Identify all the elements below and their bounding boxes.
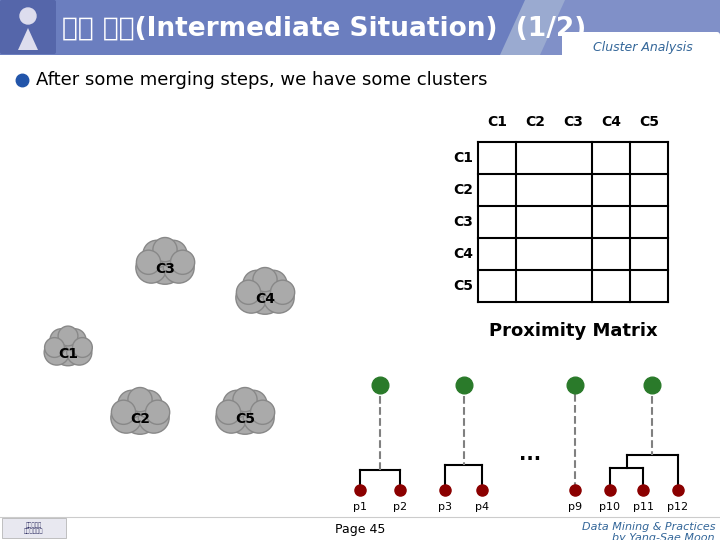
Circle shape [236, 282, 266, 313]
Circle shape [143, 240, 171, 268]
Circle shape [259, 270, 287, 298]
Circle shape [112, 400, 135, 424]
Circle shape [67, 340, 92, 365]
Text: Proximity Matrix: Proximity Matrix [489, 322, 657, 340]
FancyBboxPatch shape [0, 0, 535, 55]
Text: p10: p10 [600, 502, 621, 512]
Circle shape [58, 326, 78, 346]
Circle shape [136, 250, 161, 274]
Text: ...: ... [519, 446, 541, 464]
Circle shape [243, 402, 274, 433]
Circle shape [63, 329, 86, 351]
Text: Data Mining & Practices: Data Mining & Practices [582, 522, 715, 532]
Text: C4: C4 [601, 115, 621, 129]
Text: C5: C5 [639, 115, 659, 129]
Circle shape [45, 338, 64, 357]
Circle shape [111, 402, 142, 433]
Circle shape [264, 282, 294, 313]
Circle shape [236, 280, 261, 305]
Text: C5: C5 [235, 413, 255, 427]
Circle shape [253, 267, 277, 292]
Text: p3: p3 [438, 502, 452, 512]
Polygon shape [18, 28, 38, 50]
Text: C3: C3 [155, 262, 175, 276]
Text: C3: C3 [563, 115, 583, 129]
Circle shape [145, 400, 170, 424]
Circle shape [171, 250, 194, 274]
Text: p1: p1 [353, 502, 367, 512]
Text: by Yang-Sae Moon: by Yang-Sae Moon [613, 533, 715, 540]
Text: C1: C1 [487, 115, 507, 129]
Text: C4: C4 [453, 247, 473, 261]
Circle shape [145, 246, 184, 284]
Text: p12: p12 [667, 502, 688, 512]
FancyBboxPatch shape [2, 518, 66, 538]
Text: p4: p4 [475, 502, 489, 512]
Circle shape [128, 388, 152, 411]
Circle shape [246, 276, 284, 314]
Text: After some merging steps, we have some clusters: After some merging steps, we have some c… [36, 71, 487, 89]
FancyBboxPatch shape [562, 32, 720, 58]
Circle shape [243, 270, 271, 298]
Circle shape [20, 8, 36, 24]
Circle shape [153, 238, 177, 262]
Circle shape [216, 402, 247, 433]
Circle shape [118, 390, 145, 418]
Circle shape [135, 390, 162, 418]
Circle shape [163, 252, 194, 283]
Circle shape [136, 252, 166, 283]
Circle shape [233, 388, 257, 411]
FancyBboxPatch shape [0, 0, 56, 54]
Circle shape [217, 400, 240, 424]
Circle shape [240, 390, 267, 418]
Circle shape [121, 396, 159, 434]
Text: p2: p2 [393, 502, 407, 512]
Circle shape [53, 334, 84, 366]
Text: 강원대학교
컴퓨터과학과: 강원대학교 컴퓨터과학과 [24, 522, 44, 534]
FancyBboxPatch shape [0, 0, 720, 55]
Circle shape [50, 329, 73, 351]
Circle shape [251, 400, 275, 424]
Text: C1: C1 [58, 347, 78, 361]
Circle shape [226, 396, 264, 434]
Circle shape [73, 338, 92, 357]
Text: C2: C2 [130, 413, 150, 427]
Text: C2: C2 [453, 183, 473, 197]
Text: C5: C5 [453, 279, 473, 293]
Circle shape [138, 402, 169, 433]
Text: Page 45: Page 45 [335, 523, 385, 537]
Text: Cluster Analysis: Cluster Analysis [593, 42, 693, 55]
Circle shape [44, 340, 69, 365]
Text: p9: p9 [568, 502, 582, 512]
Text: C3: C3 [453, 215, 473, 229]
Text: C2: C2 [525, 115, 545, 129]
Text: C1: C1 [453, 151, 473, 165]
Text: 중간 상황(Intermediate Situation)  (1/2): 중간 상황(Intermediate Situation) (1/2) [62, 16, 586, 42]
Circle shape [271, 280, 294, 305]
Circle shape [160, 240, 187, 268]
Circle shape [223, 390, 251, 418]
Text: p11: p11 [632, 502, 654, 512]
Polygon shape [500, 0, 565, 55]
Text: C4: C4 [255, 292, 275, 306]
